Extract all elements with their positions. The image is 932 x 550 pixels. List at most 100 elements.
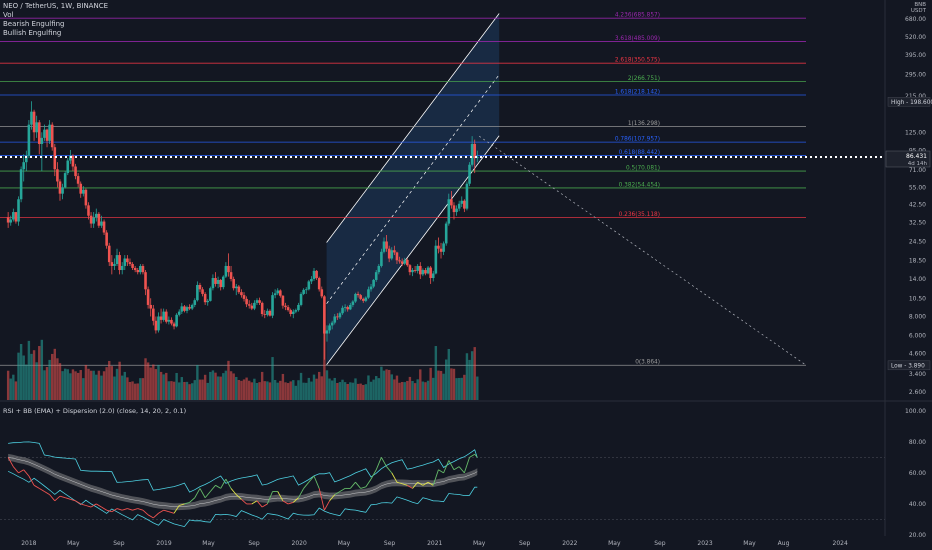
- rsi-segment: [266, 491, 273, 505]
- volume-bar: [206, 382, 209, 400]
- volume-bar: [362, 384, 365, 400]
- rsi-segment: [469, 453, 475, 458]
- candle-body: [382, 241, 386, 252]
- volume-bar: [17, 352, 20, 400]
- candle-body: [9, 219, 13, 223]
- price-tick: 18.50: [909, 257, 926, 264]
- rsi-segment: [391, 472, 398, 483]
- rsi-segment: [101, 506, 107, 511]
- volume-bar: [110, 366, 114, 400]
- rsi-segment: [370, 469, 377, 480]
- candle-body: [434, 245, 438, 274]
- volume-bar: [53, 348, 57, 400]
- fib-extension[interactable]: 4.236(685.857) 3.618(485.009) 2.618(350.57…: [0, 13, 806, 366]
- time-tick: 2024: [833, 540, 848, 547]
- volume-bar: [273, 379, 277, 400]
- study-volume[interactable]: Vol: [3, 11, 14, 19]
- candle-body: [45, 129, 49, 141]
- candle-body: [307, 281, 311, 290]
- candle-body: [71, 155, 75, 167]
- candle-body: [253, 302, 256, 309]
- rsi-segment: [417, 481, 424, 486]
- candle-body: [406, 259, 409, 266]
- candle-body: [289, 310, 292, 315]
- study-bearish-engulfing[interactable]: Bearish Engulfing: [3, 20, 65, 28]
- volume-bar: [263, 381, 266, 400]
- candle-body: [328, 325, 331, 331]
- rsi-segment: [463, 457, 470, 474]
- volume-bar: [380, 366, 383, 400]
- volume-bar: [253, 378, 256, 400]
- candle-body: [214, 278, 217, 284]
- volume-bar: [196, 364, 199, 400]
- volume-bar: [416, 379, 419, 400]
- volume-bar: [56, 358, 59, 400]
- candle-body: [19, 169, 23, 200]
- fib-level-label: 0.382(54.454): [619, 182, 660, 188]
- volume-bar: [354, 378, 357, 400]
- volume-bar: [250, 382, 253, 400]
- candle-body: [139, 265, 142, 273]
- candle-body: [219, 279, 222, 288]
- study-bullish-engulfing[interactable]: Bullish Engulfing: [3, 29, 62, 37]
- volume-bar: [190, 383, 194, 400]
- volume-bar: [455, 378, 458, 400]
- volume-bar: [35, 362, 38, 400]
- candle-body: [268, 310, 272, 316]
- candle-body: [245, 298, 248, 305]
- candle-body: [297, 304, 300, 311]
- volume-bar: [393, 379, 396, 400]
- rsi-segment: [298, 488, 305, 498]
- candle-body: [69, 155, 72, 161]
- volume-bar: [22, 355, 25, 400]
- rsi-segment: [23, 469, 30, 477]
- rsi-segment: [158, 509, 164, 514]
- bb-upper: [8, 441, 478, 493]
- volume-bar: [465, 353, 469, 400]
- volume-bar: [468, 359, 471, 400]
- rsi-segment: [375, 457, 382, 470]
- rsi-segment: [54, 495, 61, 502]
- volume-bar: [294, 385, 298, 400]
- candle-body: [209, 288, 212, 301]
- volume-bar: [30, 353, 33, 400]
- candle-body: [273, 293, 277, 296]
- volume-bar: [442, 373, 445, 400]
- candle-body: [263, 314, 267, 315]
- candle-body: [131, 264, 134, 268]
- time-tick: 2023: [697, 540, 712, 547]
- volume-bar: [224, 370, 228, 400]
- indicator-title[interactable]: RSI + BB (EMA) + Dispersion (2.0) (close…: [3, 407, 187, 415]
- candle-body: [102, 221, 106, 233]
- candle-body: [351, 301, 355, 305]
- candle-body: [447, 199, 451, 224]
- candle-body: [377, 265, 381, 273]
- candle-body: [468, 164, 471, 184]
- candle-body: [162, 311, 165, 320]
- volume-bar: [175, 372, 178, 400]
- rsi-segment: [438, 469, 444, 474]
- volume-bar: [27, 340, 31, 400]
- candle-body: [421, 270, 425, 275]
- candle-body: [232, 278, 235, 289]
- candle-body: [84, 189, 88, 206]
- fib-level-label: 1(136.298): [628, 121, 660, 127]
- candle-body: [82, 189, 85, 194]
- rsi-segment: [313, 475, 320, 489]
- projection-line[interactable]: [478, 135, 807, 366]
- volume-bar: [248, 380, 251, 400]
- volume-bar: [71, 369, 75, 400]
- volume-bar: [162, 374, 165, 400]
- rsi-segment: [163, 509, 169, 513]
- symbol-title[interactable]: NEO / TetherUS, 1W, BINANCE: [3, 2, 109, 10]
- rsi-segment: [75, 500, 81, 505]
- volume-bar: [152, 364, 155, 400]
- volume-bar: [216, 376, 220, 400]
- volume-bar: [305, 382, 308, 400]
- rsi-segment: [277, 491, 284, 502]
- rsi-segment: [256, 500, 263, 508]
- candle-body: [250, 305, 254, 309]
- rsi-segment: [448, 460, 455, 470]
- candle-body: [6, 217, 10, 223]
